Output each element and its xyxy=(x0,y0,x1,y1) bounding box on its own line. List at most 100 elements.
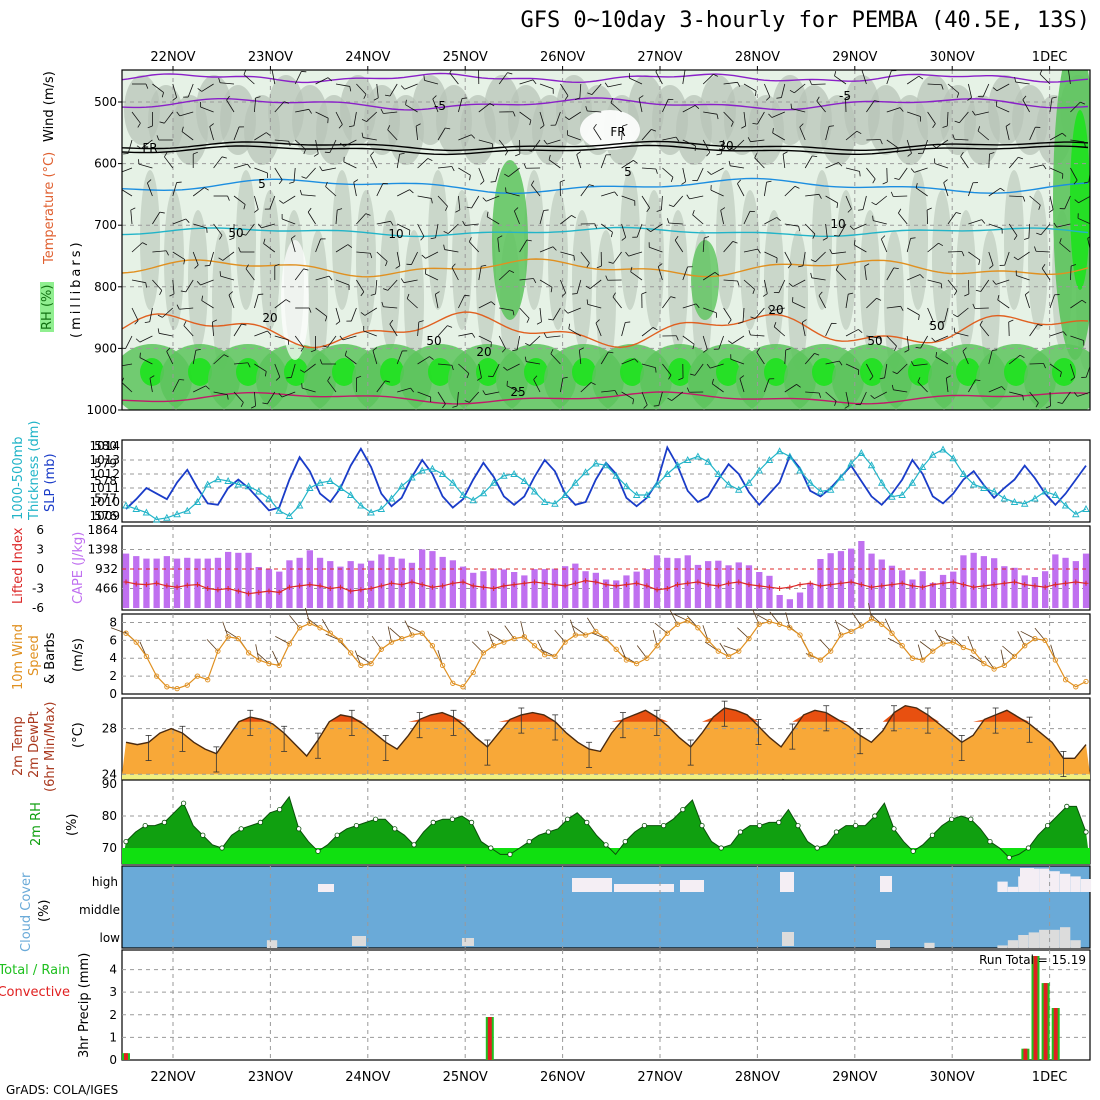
upper-wind-barb-flag xyxy=(585,285,591,289)
rh2m-marker xyxy=(891,826,897,832)
upper-wind-barb-flag xyxy=(373,97,379,101)
upper-wind-barb xyxy=(794,83,806,94)
slp-tick-label: 1013 xyxy=(89,453,120,467)
upper-wind-barb xyxy=(927,307,934,322)
upper-wind-barb xyxy=(896,363,908,375)
lifted-index-marker xyxy=(971,584,977,590)
upper-wind-barb-flag xyxy=(739,375,745,379)
upper-wind-barb-flag xyxy=(406,293,410,299)
upper-wind-barb-flag xyxy=(836,202,839,209)
upper-wind-barb xyxy=(363,330,377,337)
thickness-marker xyxy=(1010,498,1019,505)
upper-wind-barb-flag xyxy=(299,189,303,195)
cape-ylabel-a: Lifted Index xyxy=(11,527,26,604)
upper-wind-barb-flag xyxy=(892,371,898,375)
wind10-marker xyxy=(960,644,967,651)
upper-wind-barb xyxy=(1016,275,1030,281)
thickness-marker xyxy=(867,461,876,469)
upper-wind-barb-flag xyxy=(782,151,788,155)
upper-wind-barb xyxy=(1091,72,1098,84)
wind10-barb xyxy=(967,635,975,652)
upper-wind-barb-flag xyxy=(432,95,437,100)
cloud-high-patch xyxy=(680,880,704,892)
wind10-marker xyxy=(848,628,854,635)
upper-wind-barb xyxy=(274,101,285,113)
rh2m-ylabel-a: 2m RH xyxy=(29,802,44,846)
upper-wind-barb-flag xyxy=(871,201,877,206)
lifted-index-marker xyxy=(797,582,803,588)
cape-bar xyxy=(776,595,783,608)
grads-credit: GrADS: COLA/IGES xyxy=(6,1083,119,1097)
upper-wind-barb xyxy=(183,325,194,337)
wind10-marker xyxy=(429,643,436,649)
thickness-marker xyxy=(632,491,641,498)
upper-wind-barb-flag xyxy=(328,275,333,281)
cape-bar xyxy=(868,553,875,608)
lifted-index-marker xyxy=(583,578,589,584)
rh2m-marker xyxy=(219,845,225,851)
lifted-index-marker xyxy=(194,582,200,588)
upper-wind-barb xyxy=(906,238,911,253)
upper-wind-barb xyxy=(356,213,367,225)
thickness-marker xyxy=(234,480,243,488)
upper-wind-barb xyxy=(495,167,500,182)
upper-wind-barb-flag xyxy=(1074,392,1078,397)
upper-wind-barb-flag xyxy=(145,282,148,288)
upper-wind-barb xyxy=(335,244,349,253)
upper-wind-barb-flag xyxy=(1041,264,1046,269)
upper-wind-barb-flag xyxy=(372,347,378,351)
upper-wind-barb-flag xyxy=(794,185,800,189)
temp2m-ylabel-c: (6hr Min/Max) xyxy=(43,702,58,792)
wind10-marker xyxy=(1022,643,1028,649)
cape-bar xyxy=(592,572,599,608)
cape-bar xyxy=(664,557,671,608)
cape-bar xyxy=(939,574,947,608)
upper-wind-barb xyxy=(281,391,296,398)
upper-wind-barb-flag xyxy=(383,288,388,291)
wind10-barb xyxy=(307,617,321,629)
upper-wind-barb-flag xyxy=(524,356,527,362)
wind10-marker xyxy=(552,653,558,660)
upper-wind-barb-flag xyxy=(992,87,998,92)
upper-wind-barb xyxy=(743,211,751,225)
upper-wind-barb-flag xyxy=(481,264,487,267)
upper-wind-barb xyxy=(122,382,133,393)
wind10-marker xyxy=(470,669,476,676)
lifted-index-marker xyxy=(1042,584,1048,590)
upper-wind-barb-flag xyxy=(130,207,136,211)
upper-wind-barb xyxy=(743,279,755,290)
upper-wind-barb xyxy=(434,294,439,309)
cape-bar xyxy=(909,579,916,608)
upper-wind-barb-flag xyxy=(405,99,407,105)
upper-wind-barb xyxy=(771,307,785,312)
upper-wind-barb xyxy=(764,182,767,197)
wind10-barb xyxy=(275,636,290,645)
cloud-low-block xyxy=(997,945,1008,948)
upper-wind-barb xyxy=(718,335,724,350)
upper-wind-barb xyxy=(662,99,669,113)
upper-wind-barb-flag xyxy=(716,153,722,156)
upper-wind-barb xyxy=(387,129,398,141)
upper-wind-barb-flag xyxy=(156,135,160,141)
wind10-barb xyxy=(869,613,882,625)
temp-minmax-bars xyxy=(145,700,1067,777)
thickness-marker xyxy=(949,454,957,462)
lifted-index-marker xyxy=(1001,580,1007,586)
upper-wind-barb xyxy=(866,100,875,113)
upper-wind-barb-flag xyxy=(319,166,323,171)
lifted-index-marker xyxy=(909,583,915,589)
upper-wind-barb xyxy=(478,103,491,113)
upper-wind-barb-flag xyxy=(361,119,367,122)
upper-wind-barb-flag xyxy=(548,154,551,160)
upper-wind-barb-flag xyxy=(894,345,897,351)
lifted-index-marker xyxy=(184,582,190,588)
thickness-markers xyxy=(122,445,1090,523)
temperature-contour-7 xyxy=(122,311,1089,349)
upper-wind-barb xyxy=(437,391,446,405)
upper-wind-barb-flag xyxy=(288,141,291,147)
upper-wind-barb-flag xyxy=(605,275,608,281)
upper-wind-barb xyxy=(397,223,410,231)
upper-wind-barb-flag xyxy=(469,175,471,181)
upper-wind-barb xyxy=(508,167,520,177)
upper-wind-barb xyxy=(519,278,534,281)
